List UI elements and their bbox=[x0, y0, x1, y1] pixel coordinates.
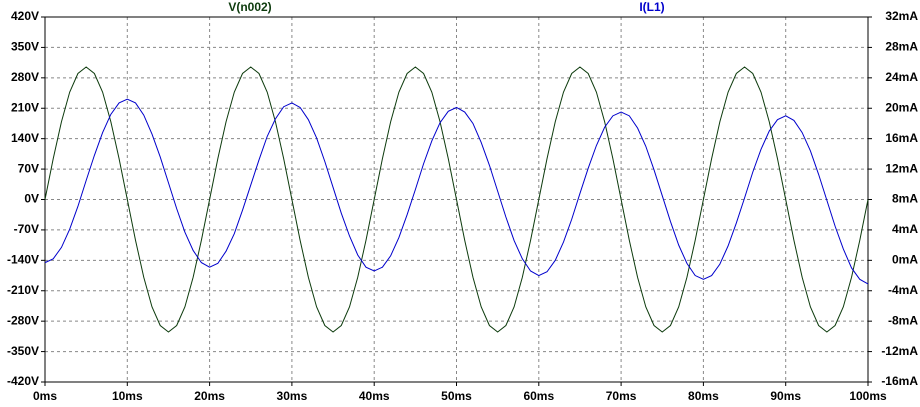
y-tick-label: -350V bbox=[7, 344, 39, 358]
x-tick-label: 90ms bbox=[770, 389, 801, 403]
x-tick-label: 50ms bbox=[441, 389, 472, 403]
y2-tick-label: -8mA bbox=[888, 313, 918, 327]
y-tick-label: -420V bbox=[7, 374, 39, 388]
y-tick-label: 70V bbox=[18, 161, 39, 175]
y-tick-label: 350V bbox=[11, 40, 39, 54]
y2-tick-label: -4mA bbox=[888, 283, 918, 297]
x-tick-label: 100ms bbox=[849, 389, 887, 403]
y2-tick-label: 20mA bbox=[885, 100, 918, 114]
series-line bbox=[44, 66, 869, 333]
y-tick-label: -140V bbox=[7, 253, 39, 267]
y2-tick-label: 24mA bbox=[885, 70, 918, 84]
x-tick-label: 70ms bbox=[606, 389, 637, 403]
y2-tick-label: 16mA bbox=[885, 131, 918, 145]
y-tick-label: -70V bbox=[14, 222, 39, 236]
y2-tick-label: 12mA bbox=[885, 161, 918, 175]
y-tick-label: 280V bbox=[11, 70, 39, 84]
legend-entry: I(L1) bbox=[639, 0, 664, 14]
y-tick-label: -280V bbox=[7, 313, 39, 327]
y2-tick-label: -16mA bbox=[881, 374, 918, 388]
series-line bbox=[44, 98, 869, 285]
x-tick-label: 30ms bbox=[277, 389, 308, 403]
x-tick-label: 10ms bbox=[112, 389, 143, 403]
legend-entry: V(n002) bbox=[228, 0, 271, 14]
y-tick-label: 140V bbox=[11, 131, 39, 145]
x-tick-label: 40ms bbox=[359, 389, 390, 403]
x-tick-label: 80ms bbox=[688, 389, 719, 403]
y2-tick-label: 0mA bbox=[892, 253, 918, 267]
x-tick-label: 20ms bbox=[194, 389, 225, 403]
y-tick-label: 0V bbox=[24, 192, 39, 206]
y2-tick-label: 28mA bbox=[885, 40, 918, 54]
y2-tick-label: 32mA bbox=[885, 9, 918, 23]
y2-tick-label: 4mA bbox=[892, 222, 918, 236]
y-tick-label: 210V bbox=[11, 100, 39, 114]
x-tick-label: 60ms bbox=[523, 389, 554, 403]
y2-tick-label: -12mA bbox=[881, 344, 918, 358]
x-tick-label: 0ms bbox=[33, 389, 57, 403]
y-tick-label: -210V bbox=[7, 283, 39, 297]
y-tick-label: 420V bbox=[11, 9, 39, 23]
y2-tick-label: 8mA bbox=[892, 192, 918, 206]
